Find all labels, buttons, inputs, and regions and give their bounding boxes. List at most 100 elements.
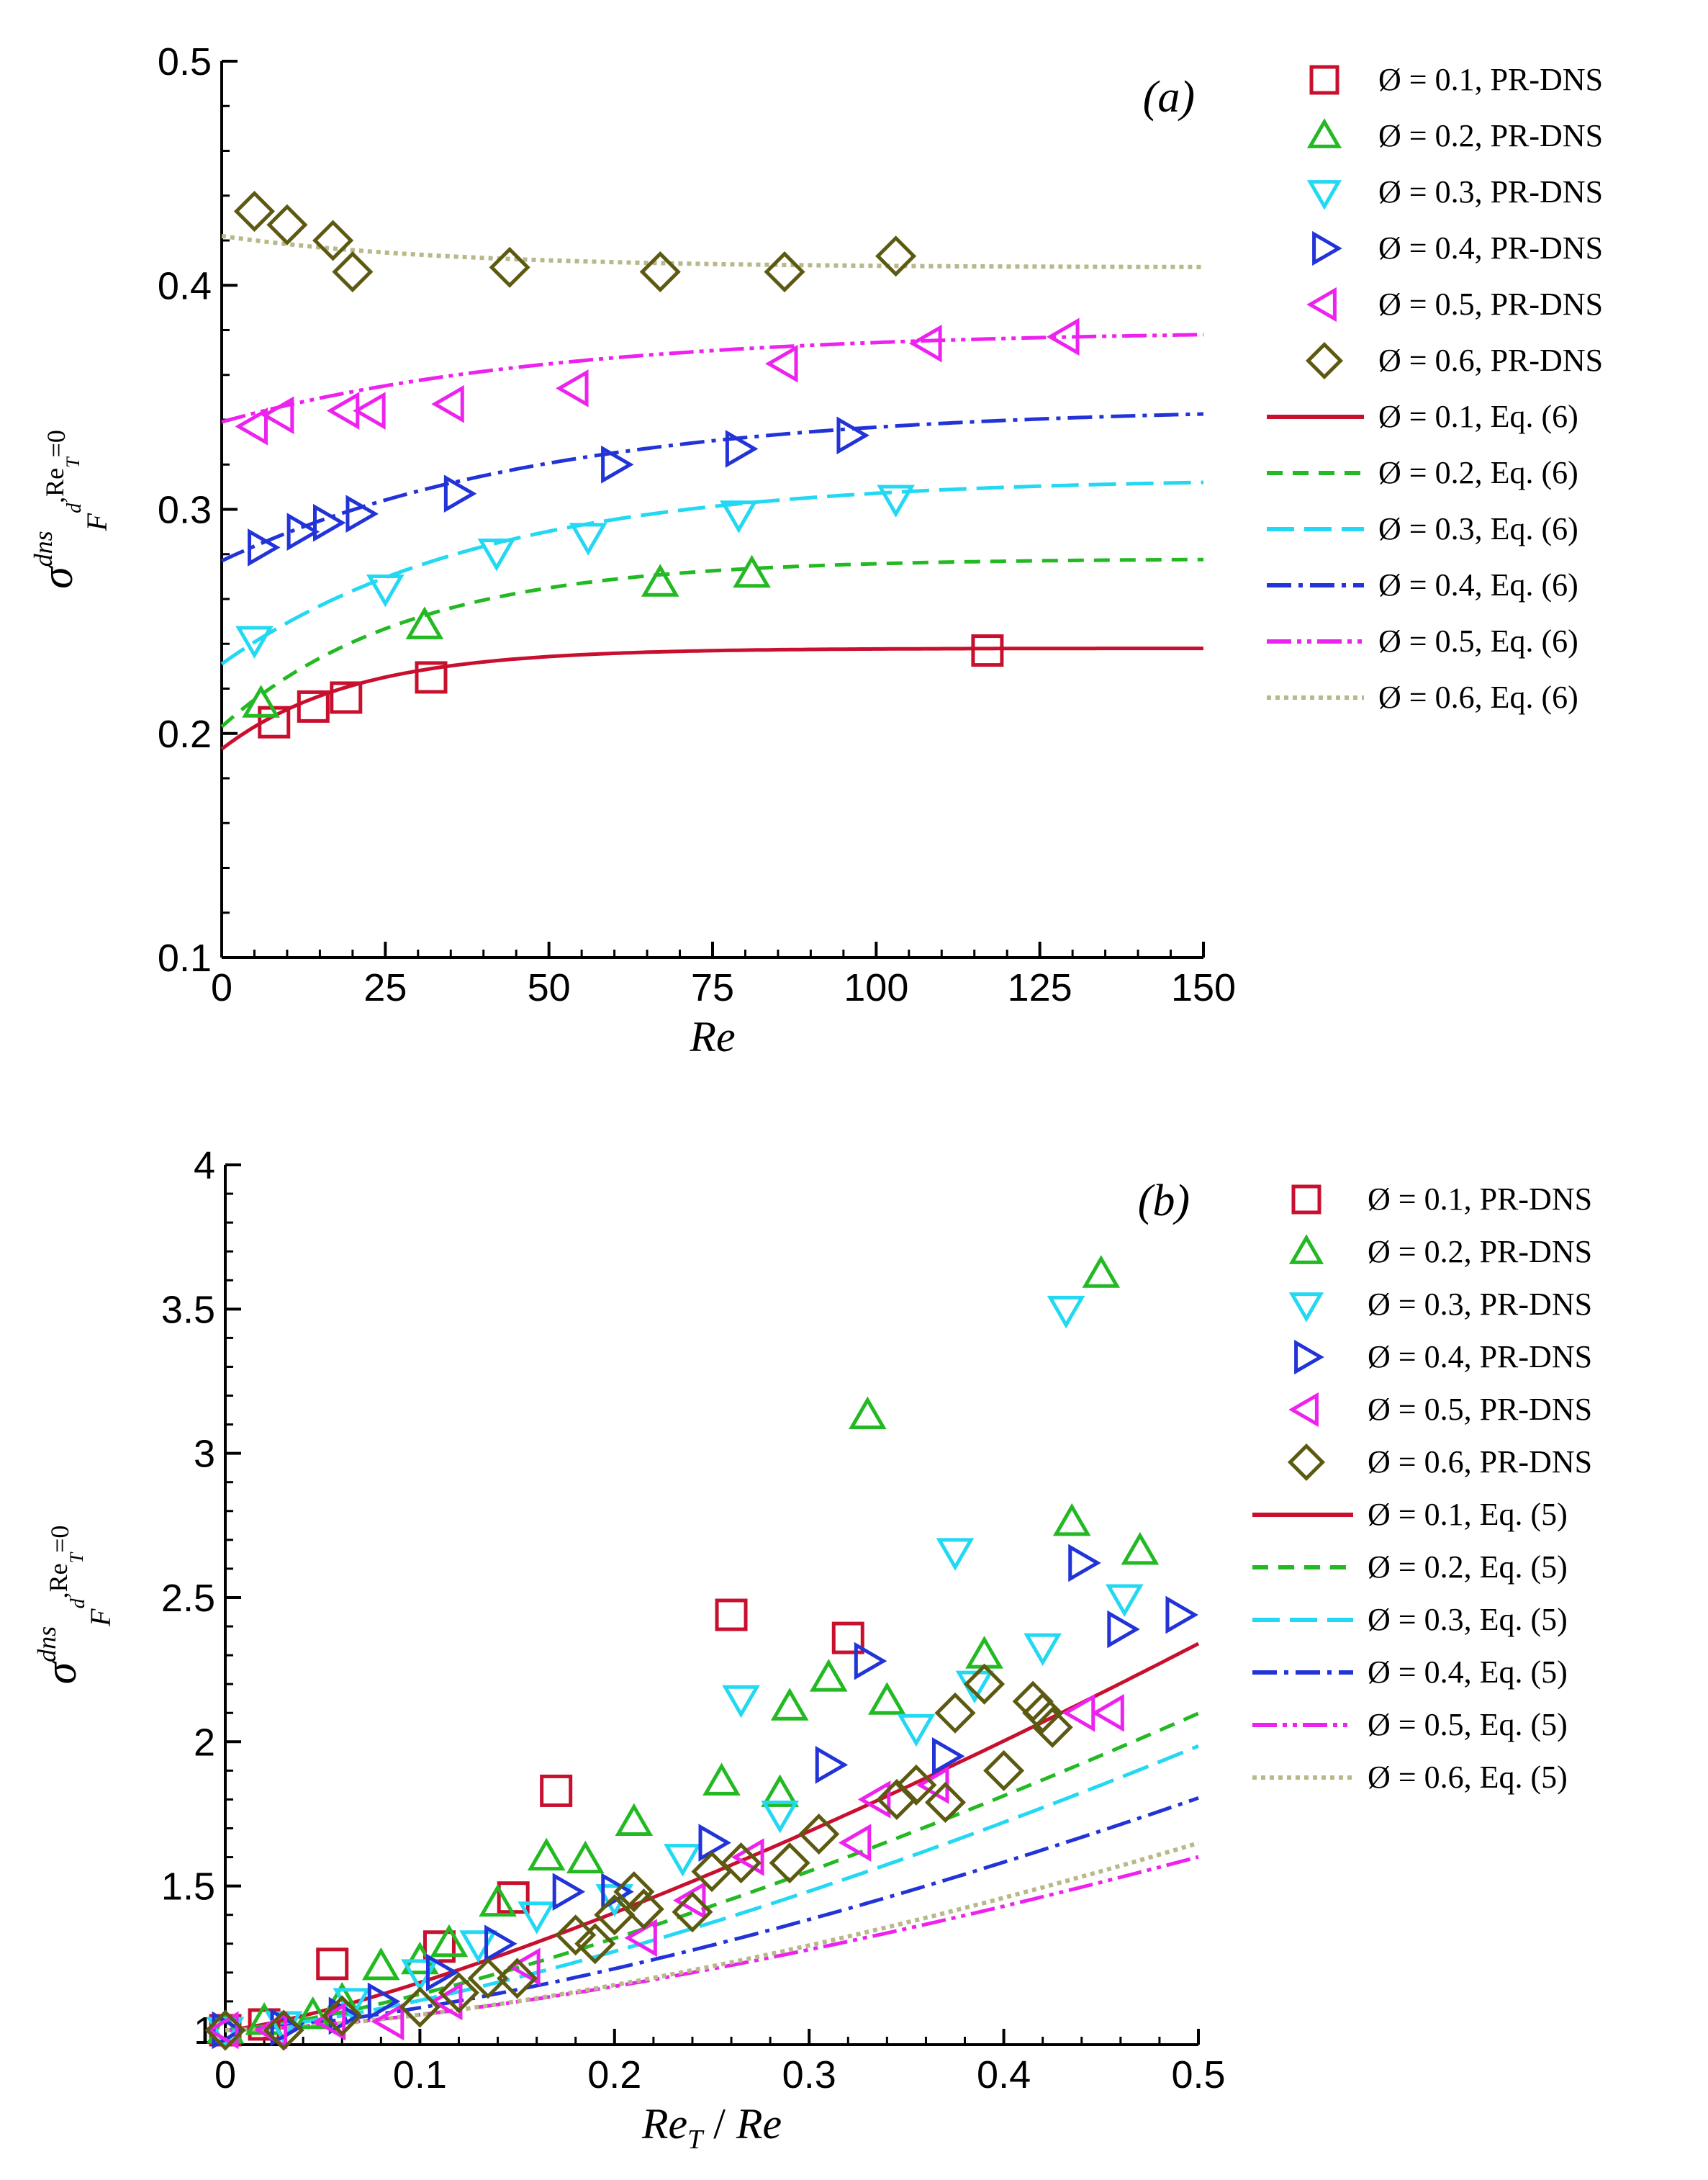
data-point-series-4 — [425, 1953, 459, 1992]
data-point-series-1 — [540, 1774, 573, 1807]
data-point-series-3 — [720, 500, 758, 533]
x-tick-label: 0.4 — [977, 2053, 1031, 2096]
legend-marker-6 — [1287, 1443, 1326, 1482]
data-point-series-2 — [809, 1659, 848, 1692]
data-point-series-5 — [556, 369, 589, 407]
data-point-series-6 — [438, 1972, 480, 2014]
x-tick-label: 0 — [211, 966, 232, 1009]
legend-label: Ø = 0.5, PR-DNS — [1378, 287, 1603, 322]
y-tick-label: 2 — [194, 1721, 215, 1764]
data-point-series-2 — [615, 1803, 654, 1836]
data-point-series-6 — [672, 1891, 713, 1933]
x-tick-label: 50 — [528, 966, 571, 1009]
y-tick-label: 4 — [194, 1144, 215, 1187]
data-point-series-3 — [235, 626, 274, 659]
data-point-series-6 — [204, 2009, 246, 2051]
data-point-series-6 — [934, 1692, 976, 1734]
data-point-series-6 — [639, 251, 681, 293]
data-point-series-6 — [875, 235, 917, 277]
legend-label: Ø = 0.2, Eq. (5) — [1368, 1549, 1568, 1585]
chart-b: 0 0.1 0.2 0.3 0.4 0.511.522.533.54(b)ReT / Re… — [32, 1144, 1592, 2155]
data-point-series-5 — [371, 2002, 405, 2041]
data-point-series-4 — [443, 474, 477, 513]
data-point-series-5 — [731, 1838, 764, 1876]
data-point-series-2 — [702, 1762, 741, 1796]
data-point-series-1 — [297, 690, 330, 723]
data-point-series-4 — [484, 1924, 518, 1963]
data-point-series-4 — [815, 1746, 849, 1784]
legend-label: Ø = 0.6, Eq. (5) — [1368, 1760, 1568, 1795]
data-point-series-5 — [672, 1881, 706, 1920]
legend-marker-3 — [1306, 180, 1342, 210]
legend: Ø = 0.1, PR-DNS Ø = 0.2, PR-DNS Ø = 0.3, P… — [1267, 62, 1603, 715]
legend-label: Ø = 0.3, Eq. (5) — [1368, 1602, 1568, 1637]
data-point-series-1 — [831, 1621, 864, 1654]
legend-label: Ø = 0.4, PR-DNS — [1368, 1339, 1592, 1374]
data-point-series-2 — [242, 685, 280, 718]
data-point-series-2 — [868, 1682, 906, 1715]
data-point-series-5 — [624, 1919, 657, 1958]
x-tick-label: 0.2 — [587, 2053, 641, 2096]
data-point-series-1 — [415, 661, 448, 694]
legend-label: Ø = 0.1, Eq. (6) — [1378, 399, 1578, 434]
data-point-series-2 — [641, 564, 679, 597]
y-tick-label: 3 — [194, 1433, 215, 1476]
data-point-series-6 — [924, 1781, 967, 1823]
data-point-series-6 — [769, 1842, 810, 1884]
model-curve-2 — [225, 1711, 1199, 2032]
data-point-series-4 — [552, 1873, 586, 1911]
x-axis-label: ReT / Re — [641, 2100, 782, 2155]
x-tick-label: 125 — [1008, 966, 1072, 1009]
data-point-series-3 — [206, 2017, 245, 2050]
data-point-series-2 — [405, 606, 444, 639]
data-point-series-4 — [312, 503, 346, 542]
data-point-series-4 — [725, 430, 759, 468]
model-curve-3 — [220, 480, 1204, 666]
x-tick-label: 75 — [691, 966, 734, 1009]
x-tick-label: 0.1 — [393, 2053, 447, 2096]
data-point-series-4 — [601, 445, 634, 484]
legend-label: Ø = 0.5, PR-DNS — [1368, 1392, 1592, 1427]
data-point-series-5 — [838, 1824, 872, 1862]
y-axis-label: σdnsFd,ReT=0 — [29, 430, 113, 589]
x-tick-label: 0.5 — [1171, 2053, 1225, 2096]
data-point-series-3 — [664, 1844, 702, 1877]
data-point-series-5 — [765, 344, 798, 383]
data-point-series-6 — [399, 1986, 440, 2028]
data-point-series-6 — [263, 2009, 304, 2051]
data-point-series-5 — [507, 1947, 541, 1986]
legend-label: Ø = 0.3, PR-DNS — [1368, 1287, 1592, 1322]
y-tick-label: 2.5 — [161, 1577, 215, 1620]
x-tick-label: 100 — [844, 966, 908, 1009]
data-point-series-1 — [971, 634, 1004, 667]
legend-label: Ø = 0.3, PR-DNS — [1378, 174, 1603, 210]
legend: Ø = 0.1, PR-DNS Ø = 0.2, PR-DNS Ø = 0.3, P… — [1252, 1181, 1592, 1795]
data-point-series-2 — [1082, 1255, 1121, 1288]
data-point-series-1 — [715, 1598, 748, 1631]
data-point-series-6 — [613, 1871, 655, 1913]
data-point-series-6 — [720, 1842, 762, 1884]
data-point-series-6 — [1031, 1706, 1073, 1748]
data-point-series-6 — [964, 1663, 1006, 1705]
data-point-series-4 — [367, 1982, 401, 2021]
data-point-series-3 — [518, 1901, 556, 1934]
data-point-series-4 — [345, 495, 379, 533]
data-point-series-2 — [479, 1883, 517, 1917]
legend-marker-5 — [1288, 1392, 1319, 1428]
data-point-series-2 — [761, 1774, 799, 1807]
data-point-series-5 — [1091, 1693, 1124, 1732]
data-point-series-6 — [489, 246, 530, 288]
y-tick-label: 0.4 — [158, 264, 212, 307]
legend-marker-4 — [1312, 230, 1342, 266]
data-point-series-1 — [248, 2008, 281, 2041]
data-point-series-6 — [497, 1958, 538, 1999]
y-tick-label: 0.5 — [158, 40, 212, 84]
legend-marker-2 — [1288, 1234, 1324, 1264]
data-point-series-1 — [316, 1947, 349, 1981]
data-point-series-3 — [459, 1930, 497, 1963]
data-point-series-3 — [569, 523, 607, 556]
legend-label: Ø = 0.1, PR-DNS — [1378, 62, 1603, 97]
legend-label: Ø = 0.5, Eq. (6) — [1378, 623, 1578, 659]
x-tick-label: 0.3 — [782, 2053, 836, 2096]
